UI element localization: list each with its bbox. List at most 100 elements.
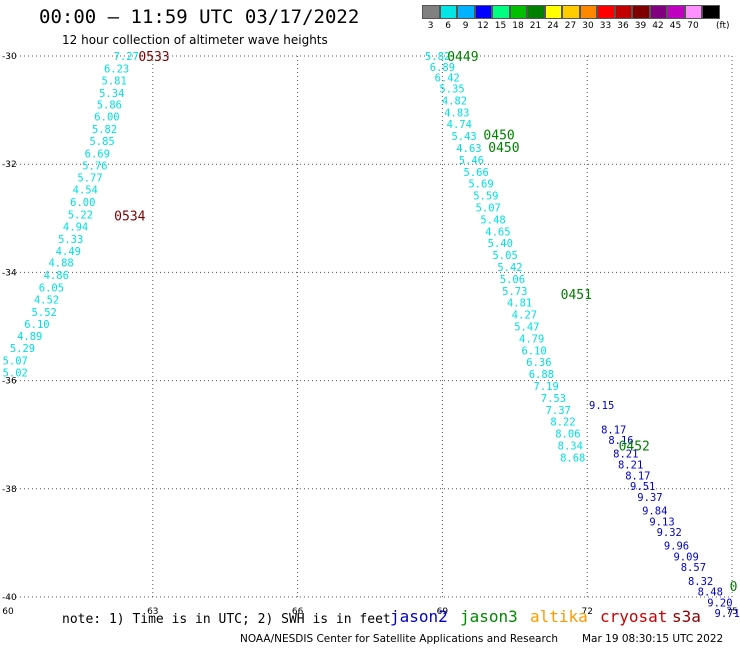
data-point-label: 5.85 [89,136,114,148]
data-point-label: 5.02 [3,367,28,379]
data-point-label: 7.37 [546,405,571,417]
data-point-label: 7.19 [534,381,559,393]
data-point-label: 9.71 [715,608,740,620]
data-point-label: 4.27 [512,310,537,322]
chart-subtitle: 12 hour collection of altimeter wave hei… [62,33,328,47]
legend-swatch [667,5,685,19]
data-point-label: 8.17 [601,424,626,436]
legend-tick-label: 33 [599,21,612,31]
legend-swatch [544,5,562,19]
data-point-label: 4.65 [485,226,510,238]
data-point-label: 9.15 [589,400,614,412]
data-point-label: 6.00 [94,112,119,124]
data-point-label: 4.54 [73,185,98,197]
y-tick-label: -32 [2,160,17,170]
data-point-label: 8.48 [698,587,723,599]
satellite-label-altika: altika [530,607,588,626]
data-point-label: 5.47 [514,322,539,334]
satellite-label-s3a: s3a [672,607,701,626]
legend-swatch [632,5,650,19]
data-point-label: 5.76 [82,160,107,172]
data-point-label: 8.16 [608,435,633,447]
data-point-label: 7.53 [541,393,566,405]
legend-swatch [527,5,545,19]
pass-time-label: 0449 [447,50,478,65]
data-point-label: 5.59 [473,191,498,203]
data-point-label: 9.37 [637,492,662,504]
x-tick-label: 75 [726,607,737,617]
legend-tick-label: 21 [529,21,542,31]
legend-swatch [509,5,527,19]
generation-timestamp: Mar 19 08:30:15 UTC 2022 [582,633,724,645]
color-scale-legend [422,5,720,19]
data-point-label: 4.81 [507,298,532,310]
pass-time-label: 0451 [561,288,592,303]
data-point-label: 4.79 [519,333,544,345]
x-tick-label: 72 [581,607,592,617]
data-point-label: 4.86 [44,270,69,282]
legend-tick-label: 18 [512,21,524,31]
y-tick-label: -36 [2,377,17,387]
data-point-label: 5.33 [58,234,83,246]
data-point-label: 4.89 [17,331,42,343]
data-point-label: 5.42 [497,262,522,274]
legend-tick-label: 6 [445,21,451,31]
legend-tick-label: 27 [564,21,577,31]
data-point-label: 6.89 [430,62,455,74]
data-point-label: 5.06 [500,274,525,286]
legend-tick-label: 12 [477,21,489,31]
legend-swatch [457,5,475,19]
pass-time-label: 0534 [114,210,145,225]
pass-time-label: 0450 [483,128,514,143]
legend-tick-label: 39 [634,21,647,31]
data-point-label: 7.27 [114,51,139,63]
data-point-label: 6.69 [85,148,110,160]
legend-swatch [649,5,667,19]
data-point-label: 5.34 [99,88,124,100]
data-point-label: 5.82 [425,51,450,63]
data-point-label: 6.10 [24,319,49,331]
legend-unit-label: (ft) [716,21,730,31]
data-point-label: 5.29 [10,343,35,355]
data-point-label: 5.69 [468,179,493,191]
data-point-label: 5.07 [3,356,28,368]
legend-swatch [684,5,702,19]
y-tick-label: -30 [2,52,17,62]
data-point-label: 9.20 [707,597,732,609]
legend-swatch [702,5,720,19]
data-point-label: 5.35 [439,83,464,95]
y-tick-label: -40 [2,593,17,603]
data-point-label: 5.05 [492,250,517,262]
legend-swatch [562,5,580,19]
pass-time-label: 0 [730,580,738,595]
data-point-label: 4.88 [48,258,73,270]
data-point-label: 4.82 [442,95,467,107]
data-point-label: 5.82 [92,124,117,136]
y-tick-label: -34 [2,268,17,278]
data-point-label: 8.21 [618,459,643,471]
legend-tick-label: 3 [427,21,434,31]
data-point-label: 4.83 [444,107,469,119]
data-point-label: 8.21 [613,449,638,461]
data-point-label: 8.34 [558,441,583,453]
data-point-label: 9.09 [673,551,698,563]
pass-time-label: 0533 [138,50,169,65]
data-point-label: 5.07 [476,202,501,214]
data-point-label: 9.84 [642,505,667,517]
satellite-label-cryosat: cryosat [600,607,668,626]
data-point-label: 5.66 [464,167,489,179]
x-tick-label: 60 [2,607,14,617]
data-point-label: 6.10 [521,345,546,357]
x-tick-label: 69 [437,607,449,617]
data-point-label: 5.46 [459,155,484,167]
data-point-label: 6.36 [526,357,551,369]
legend-swatch [422,5,440,19]
legend-tick-label: 42 [652,21,664,31]
data-point-label: 4.49 [56,246,81,258]
legend-swatch [597,5,615,19]
credit-text: NOAA/NESDIS Center for Satellite Applica… [240,633,558,645]
data-point-label: 5.40 [488,238,513,250]
y-tick-label: -38 [2,485,17,495]
data-point-label: 8.06 [555,429,580,441]
